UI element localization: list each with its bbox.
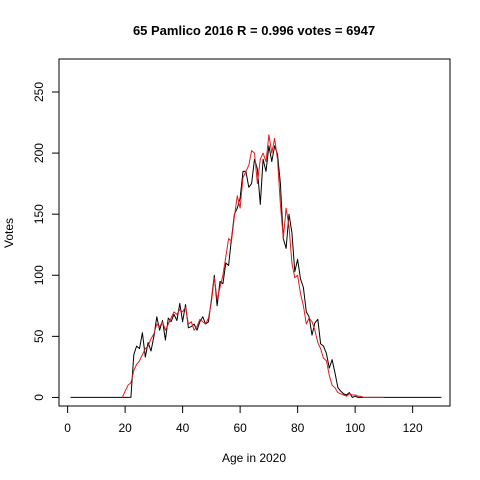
y-tick-label: 50 [32,329,46,343]
series-line-2 [121,134,384,398]
x-axis-label: Age in 2020 [222,451,286,465]
x-tick-label: 100 [345,421,365,435]
y-axis: 0 50 100 150 200 250 [32,82,60,401]
x-axis: 0 20 40 60 80 100 120 [64,405,423,435]
y-tick-label: 0 [32,394,46,401]
x-tick-label: 0 [64,421,71,435]
x-tick-label: 20 [118,421,132,435]
x-tick-label: 60 [233,421,247,435]
y-tick-label: 100 [32,265,46,285]
y-axis-label: Votes [2,218,16,248]
x-tick-label: 80 [291,421,305,435]
series-layer [70,134,442,398]
plot-frame [58,58,451,407]
x-tick-label: 120 [403,421,423,435]
y-tick-label: 250 [32,82,46,102]
series-line-1 [70,145,442,398]
y-tick-label: 150 [32,204,46,224]
x-tick-label: 40 [176,421,190,435]
y-tick-label: 200 [32,143,46,163]
chart-title: 65 Pamlico 2016 R = 0.996 votes = 6947 [133,23,375,38]
